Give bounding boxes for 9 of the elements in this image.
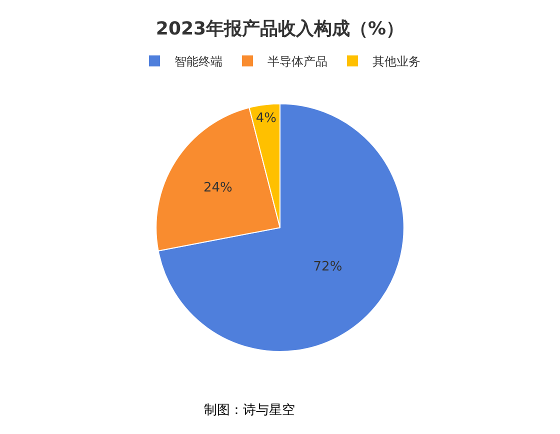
legend-label: 其他业务 <box>372 54 420 69</box>
pie-slice <box>158 103 404 352</box>
chart-title: 2023年报产品收入构成（%） <box>156 18 404 40</box>
data-label: 72% <box>313 260 342 275</box>
legend-label: 智能终端 <box>174 54 222 69</box>
text: 制图：诗与星空 <box>204 403 295 418</box>
data-label: 24% <box>203 180 232 196</box>
data-label: 4% <box>256 110 277 126</box>
legend-label: 半导体产品 <box>268 54 328 69</box>
